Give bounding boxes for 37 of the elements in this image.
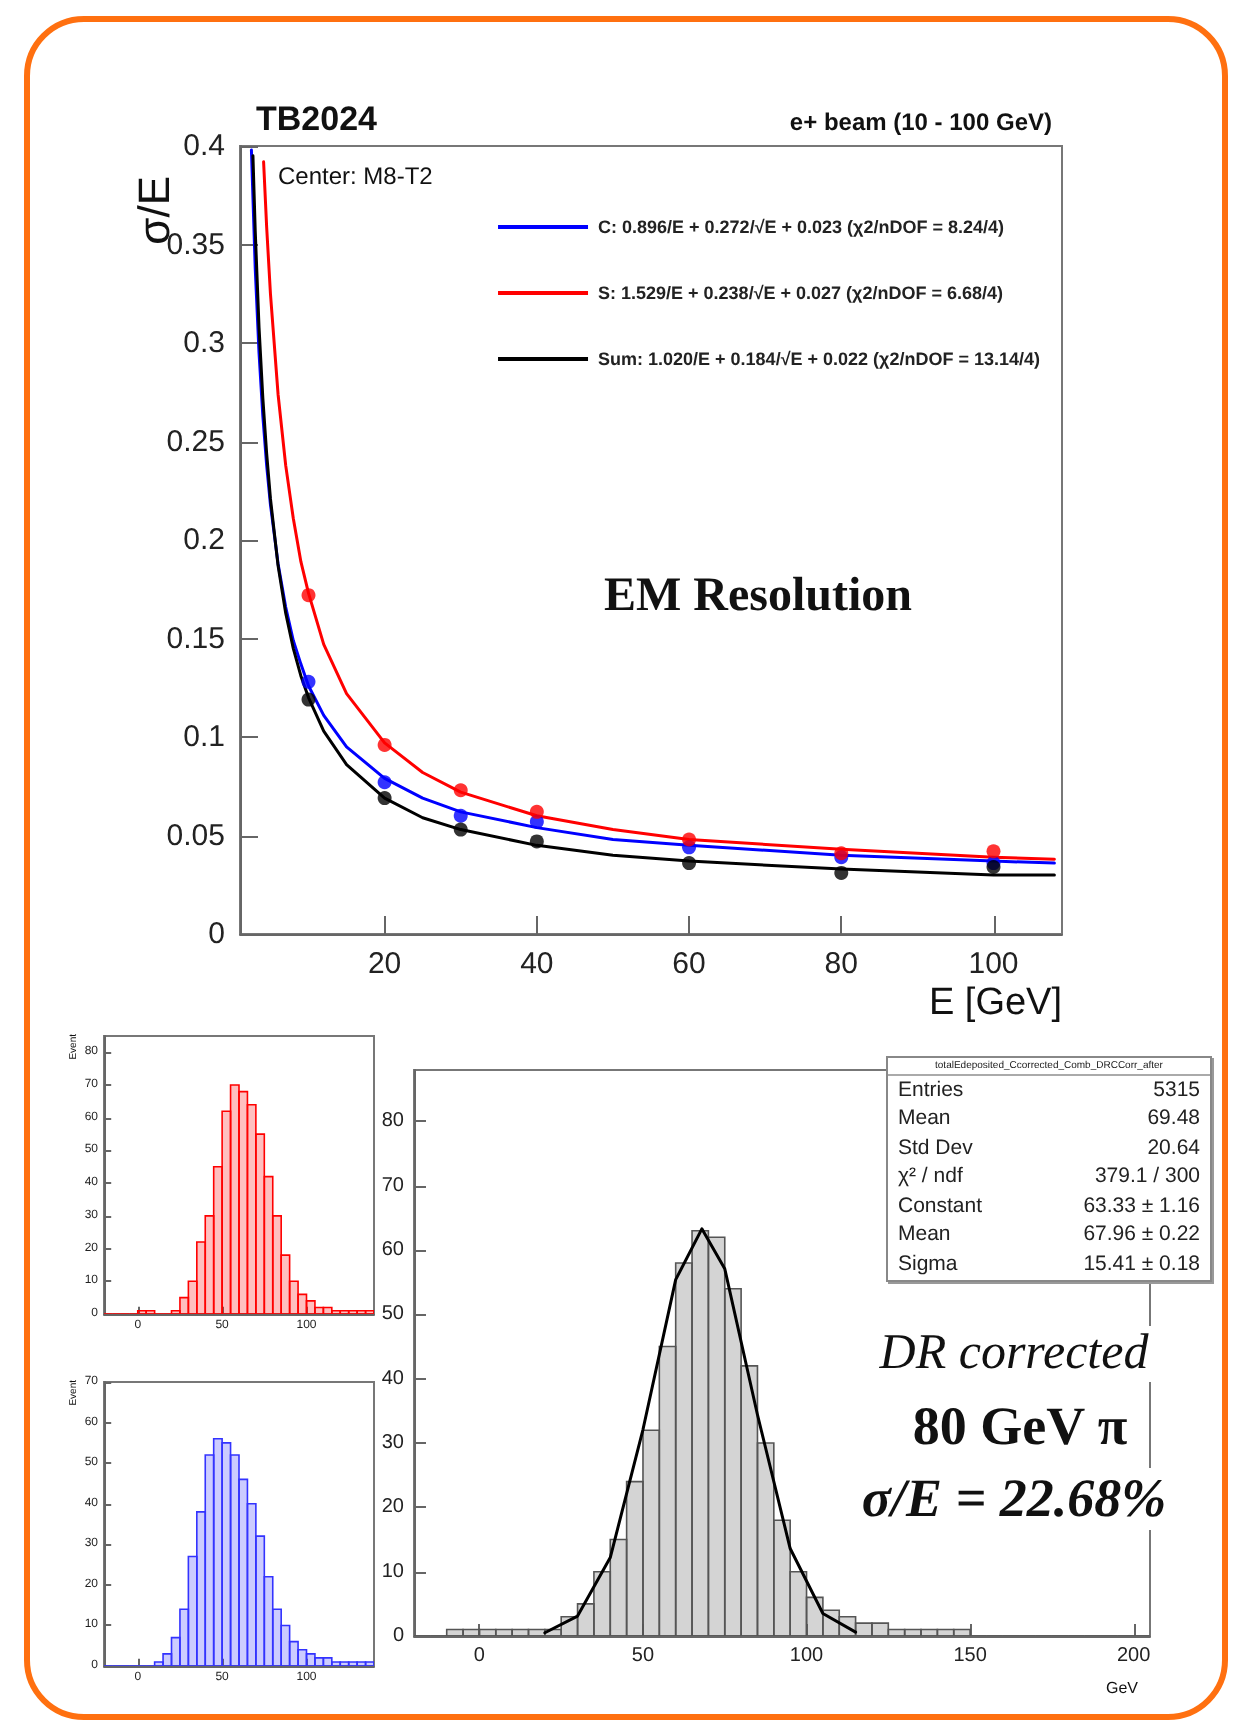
legend-label: S: 1.529/E + 0.238/√E + 0.027 (χ2/nDOF = 6.68/4) xyxy=(598,283,1003,303)
y-tick-label: 0.1 xyxy=(183,720,225,754)
y-tick-label: 0 xyxy=(392,1625,405,1647)
y-tick-label: 20 xyxy=(381,1496,405,1519)
y-tick-label: 0.15 xyxy=(166,621,225,656)
chart-title: TB2024 xyxy=(256,100,379,138)
y-tick-label: 40 xyxy=(381,1367,405,1390)
annotation: 80 GeV π xyxy=(908,1396,1132,1458)
annotation: EM Resolution xyxy=(602,570,915,624)
y-tick-label: 0.05 xyxy=(166,818,225,853)
x-tick-label: 200 xyxy=(1116,1645,1152,1667)
y-tick-label: 60 xyxy=(381,1239,405,1262)
y-tick-label: 0.3 xyxy=(183,326,225,360)
y-tick-label: 30 xyxy=(381,1432,405,1455)
y-tick-label: 0 xyxy=(208,917,225,951)
x-tick-label: 0 xyxy=(473,1645,486,1667)
x-tick-label: 150 xyxy=(953,1645,988,1667)
y-tick-label: 0.2 xyxy=(183,523,225,557)
x-tick-label: 100 xyxy=(789,1645,825,1667)
x-tick-label: 60 xyxy=(672,947,706,981)
y-tick-label: 70 xyxy=(381,1174,405,1197)
legend-label: Sum: 1.020/E + 0.184/√E + 0.022 (χ2/nDOF = 13.14/4) xyxy=(598,349,1041,369)
y-tick-label: 0.4 xyxy=(183,129,225,163)
x-tick-label: 100 xyxy=(968,947,1019,981)
annotation: DR corrected xyxy=(875,1326,1153,1382)
annotation: σ/E = 22.68% xyxy=(857,1468,1171,1530)
x-axis-title: GeV xyxy=(1105,1679,1140,1697)
annotation: Center: M8-T2 xyxy=(276,162,435,190)
y-tick-label: 80 xyxy=(381,1110,405,1133)
x-tick-label: 80 xyxy=(824,947,858,981)
legend-label: C: 0.896/E + 0.272/√E + 0.023 (χ2/nDOF = 8.24/4) xyxy=(598,217,1004,237)
chart-subtitle: e+ beam (10 - 100 GeV) xyxy=(789,108,1053,136)
x-tick-label: 40 xyxy=(520,947,554,981)
y-tick-label: 10 xyxy=(381,1560,405,1583)
x-tick-label: 50 xyxy=(631,1645,655,1667)
y-tick-label: 0.25 xyxy=(166,424,225,459)
x-axis-title: E [GeV] xyxy=(928,982,1063,1024)
